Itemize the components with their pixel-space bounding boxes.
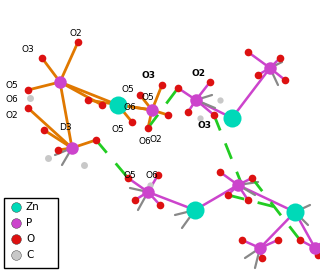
Text: O5: O5 bbox=[122, 85, 134, 95]
Text: O5: O5 bbox=[6, 81, 18, 90]
Text: O6: O6 bbox=[6, 96, 18, 104]
Text: O2: O2 bbox=[70, 30, 82, 39]
Text: O3: O3 bbox=[22, 45, 34, 55]
Text: O5: O5 bbox=[124, 170, 136, 179]
Text: O2: O2 bbox=[191, 70, 205, 78]
Text: Zn: Zn bbox=[26, 202, 40, 212]
Text: O: O bbox=[26, 234, 34, 244]
Text: O6: O6 bbox=[139, 138, 151, 147]
FancyBboxPatch shape bbox=[4, 198, 58, 268]
Text: O6: O6 bbox=[124, 104, 136, 113]
Text: O6: O6 bbox=[146, 170, 158, 179]
Text: C: C bbox=[26, 250, 33, 260]
Text: O3: O3 bbox=[141, 72, 155, 81]
Text: P: P bbox=[26, 218, 32, 228]
Text: O2: O2 bbox=[6, 110, 18, 119]
Text: O2: O2 bbox=[150, 136, 162, 144]
Text: O5: O5 bbox=[142, 93, 154, 102]
Text: O3: O3 bbox=[198, 121, 212, 130]
Text: D3: D3 bbox=[59, 124, 71, 133]
Text: O5: O5 bbox=[112, 125, 124, 135]
